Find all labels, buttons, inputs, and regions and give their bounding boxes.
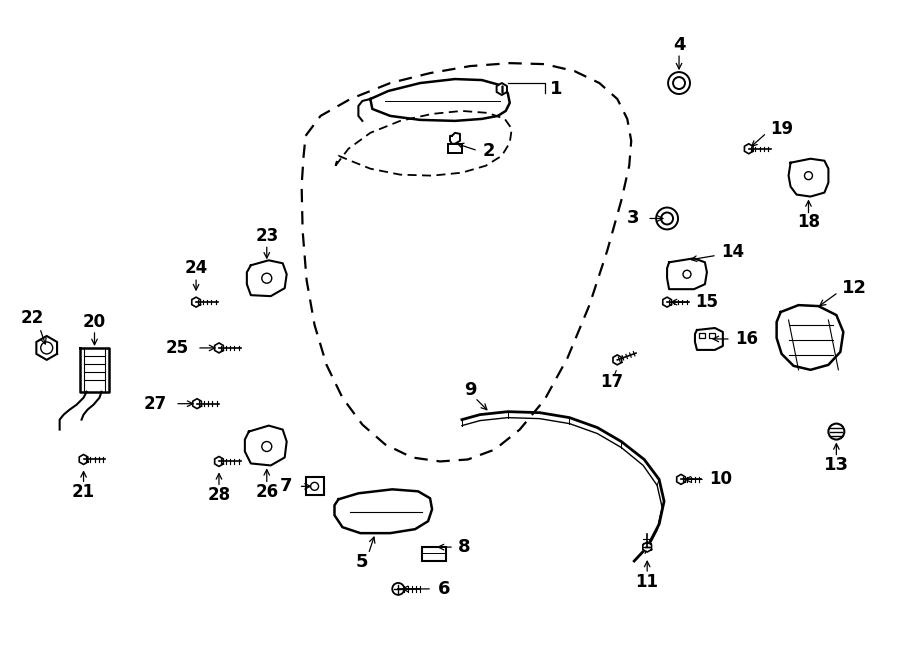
Text: 16: 16	[734, 330, 758, 348]
Text: 24: 24	[184, 259, 208, 277]
Polygon shape	[497, 83, 507, 95]
Text: 20: 20	[83, 313, 106, 331]
Bar	[448, 144, 462, 153]
Polygon shape	[79, 348, 110, 392]
Polygon shape	[335, 489, 432, 533]
Bar	[709, 333, 715, 338]
Text: 7: 7	[280, 477, 292, 495]
Text: 18: 18	[797, 214, 820, 231]
Text: 6: 6	[438, 580, 451, 598]
Polygon shape	[662, 297, 671, 307]
Bar	[422, 547, 446, 561]
Bar	[306, 477, 323, 495]
Polygon shape	[247, 260, 287, 296]
Circle shape	[668, 72, 690, 94]
Circle shape	[392, 583, 404, 595]
Polygon shape	[215, 343, 223, 353]
Polygon shape	[613, 355, 622, 365]
Text: 25: 25	[166, 339, 189, 357]
Text: 15: 15	[695, 293, 718, 311]
Text: 10: 10	[709, 471, 732, 488]
Circle shape	[828, 424, 844, 440]
Text: 22: 22	[20, 309, 43, 327]
Polygon shape	[193, 399, 202, 408]
Text: 26: 26	[256, 483, 278, 501]
Text: 11: 11	[635, 573, 659, 591]
Polygon shape	[36, 336, 57, 360]
Text: 17: 17	[599, 373, 623, 391]
Text: 14: 14	[721, 243, 744, 261]
Bar	[699, 333, 705, 338]
Text: 4: 4	[673, 36, 685, 54]
Text: 28: 28	[207, 486, 230, 504]
Polygon shape	[695, 328, 723, 350]
Polygon shape	[192, 297, 201, 307]
Text: 12: 12	[842, 279, 868, 297]
Text: 13: 13	[824, 457, 849, 475]
Polygon shape	[667, 258, 706, 289]
Text: 5: 5	[356, 553, 369, 571]
Polygon shape	[788, 159, 828, 196]
Polygon shape	[744, 144, 753, 154]
Text: 3: 3	[626, 210, 639, 227]
Polygon shape	[215, 457, 223, 467]
Text: 8: 8	[458, 538, 471, 556]
Text: 27: 27	[144, 395, 167, 412]
Text: 19: 19	[770, 120, 794, 138]
Text: 23: 23	[255, 227, 278, 245]
Polygon shape	[79, 455, 88, 465]
Text: 9: 9	[464, 381, 476, 399]
Polygon shape	[777, 305, 843, 370]
Text: 2: 2	[483, 141, 495, 160]
Polygon shape	[677, 475, 685, 485]
Text: 1: 1	[550, 80, 562, 98]
Circle shape	[656, 208, 678, 229]
Polygon shape	[245, 426, 287, 465]
Polygon shape	[643, 542, 652, 552]
Text: 21: 21	[72, 483, 95, 501]
